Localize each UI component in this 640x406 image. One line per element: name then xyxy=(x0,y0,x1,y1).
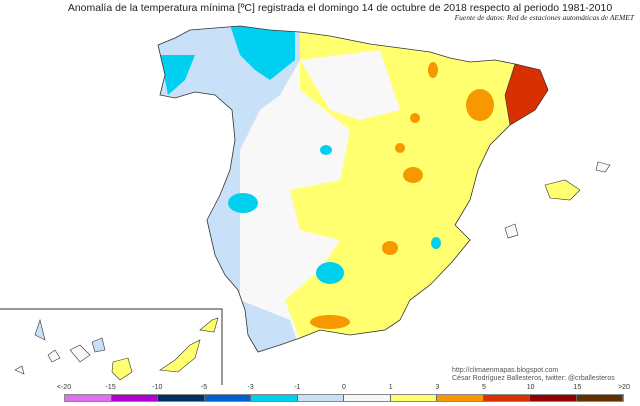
balearic-islands xyxy=(504,161,611,239)
legend-swatch xyxy=(251,395,298,401)
legend-tick-label: -3 xyxy=(247,384,254,391)
legend-tick-label: -5 xyxy=(200,384,208,391)
legend-swatch xyxy=(204,395,251,401)
color-legend xyxy=(64,394,624,402)
legend-tick-label: -1 xyxy=(294,384,301,391)
legend-tick-label: 1 xyxy=(388,384,393,391)
spain-outline xyxy=(157,25,549,353)
legend-tick-label: 10 xyxy=(526,384,535,391)
legend-swatch xyxy=(576,395,623,401)
legend-swatch xyxy=(158,395,205,401)
canary-islands-inset xyxy=(0,308,223,385)
legend-tick-label: -15 xyxy=(105,384,116,391)
legend-tick-label: 5 xyxy=(482,384,486,391)
legend-swatch xyxy=(297,395,344,401)
author-credit: César Rodríguez Ballesteros, twitter: @c… xyxy=(452,375,615,382)
legend-swatch xyxy=(390,395,437,401)
legend-swatch xyxy=(483,395,530,401)
legend-swatch xyxy=(437,395,484,401)
legend-tick-label: 0 xyxy=(342,384,346,391)
catalonia-hotspot xyxy=(504,63,549,126)
legend-tick-label: 15 xyxy=(573,384,582,391)
map-title: Anomalía de la temperatura mínima [ºC] r… xyxy=(67,2,613,14)
legend-swatch xyxy=(530,395,577,401)
legend-tick-label: >20 xyxy=(618,384,630,391)
legend-tick-label: 3 xyxy=(435,384,440,391)
blog-url[interactable]: http://climaenmapas.blogspot.com xyxy=(452,367,559,374)
legend-swatch xyxy=(111,395,158,401)
legend-tick-label: -10 xyxy=(152,384,163,391)
legend-swatch xyxy=(65,395,112,401)
data-source: Fuente de datos: Red de estaciones autom… xyxy=(454,13,634,22)
legend-swatch xyxy=(344,395,391,401)
legend-tick-label: <-20 xyxy=(56,384,72,391)
legend-ticks: <-20 -15 -10 -5 -3 -1 0 1 3 5 10 15 >20 xyxy=(0,384,640,394)
